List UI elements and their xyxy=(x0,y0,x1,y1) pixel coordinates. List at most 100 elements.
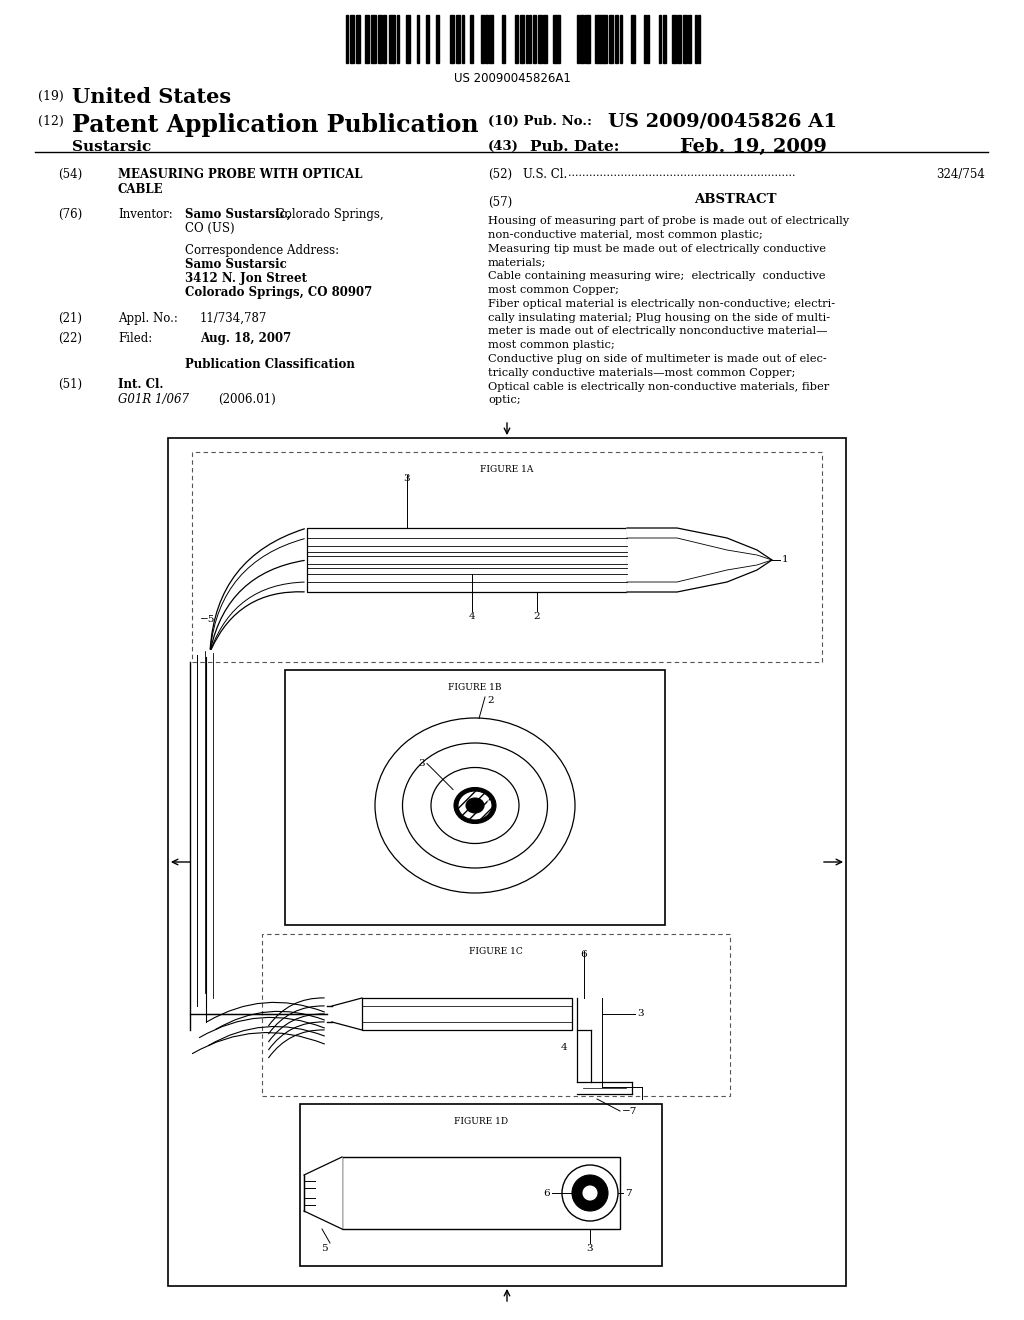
Text: cally insulating material; Plug housing on the side of multi-: cally insulating material; Plug housing … xyxy=(488,313,830,322)
Bar xyxy=(307,528,627,591)
Bar xyxy=(664,15,666,63)
Text: .................................................................: ........................................… xyxy=(568,168,796,178)
Text: 11/734,787: 11/734,787 xyxy=(200,312,267,325)
Text: 324/754: 324/754 xyxy=(936,168,985,181)
Bar xyxy=(532,15,537,63)
Bar xyxy=(481,15,484,63)
Bar xyxy=(673,15,676,63)
Text: 4: 4 xyxy=(469,612,475,620)
Text: Feb. 19, 2009: Feb. 19, 2009 xyxy=(680,139,826,156)
FancyArrowPatch shape xyxy=(268,1022,325,1049)
Bar xyxy=(193,451,822,663)
Text: 7: 7 xyxy=(625,1188,632,1197)
Text: CO (US): CO (US) xyxy=(185,222,234,235)
Bar xyxy=(698,15,700,63)
Text: (19): (19) xyxy=(38,90,63,103)
Text: 3: 3 xyxy=(587,1243,593,1253)
Text: optic;: optic; xyxy=(488,396,520,405)
Text: most common Copper;: most common Copper; xyxy=(488,285,618,294)
Bar xyxy=(389,15,392,63)
Text: Housing of measuring part of probe is made out of electrically: Housing of measuring part of probe is ma… xyxy=(488,216,849,226)
Text: Pub. Date:: Pub. Date: xyxy=(530,140,620,154)
Text: trically conductive materials—most common Copper;: trically conductive materials—most commo… xyxy=(488,368,796,378)
FancyArrowPatch shape xyxy=(210,539,304,649)
Bar xyxy=(372,15,376,63)
Bar xyxy=(470,15,473,63)
Ellipse shape xyxy=(458,791,492,820)
Bar xyxy=(683,15,687,63)
Bar xyxy=(529,15,531,63)
Bar xyxy=(553,15,556,63)
Bar xyxy=(417,15,420,63)
Text: US 2009/0045826 A1: US 2009/0045826 A1 xyxy=(608,114,838,131)
Bar xyxy=(485,15,487,63)
Bar xyxy=(450,15,454,63)
Text: G01R 1/067: G01R 1/067 xyxy=(118,393,189,407)
Bar xyxy=(520,15,524,63)
Text: (54): (54) xyxy=(58,168,82,181)
Text: 1: 1 xyxy=(782,556,788,565)
Text: (52): (52) xyxy=(488,168,512,181)
FancyArrowPatch shape xyxy=(268,1030,325,1057)
Bar xyxy=(614,15,617,63)
Text: FIGURE 1C: FIGURE 1C xyxy=(469,946,523,956)
FancyArrowPatch shape xyxy=(208,1002,325,1022)
Text: Measuring tip must be made out of electrically conductive: Measuring tip must be made out of electr… xyxy=(488,244,826,253)
Bar xyxy=(620,15,623,63)
Text: Publication Classification: Publication Classification xyxy=(185,358,355,371)
FancyArrowPatch shape xyxy=(211,561,304,649)
Text: (12): (12) xyxy=(38,115,63,128)
Ellipse shape xyxy=(466,799,484,813)
Text: Filed:: Filed: xyxy=(118,333,153,345)
Bar xyxy=(378,15,382,63)
Text: 6: 6 xyxy=(581,950,588,960)
FancyArrowPatch shape xyxy=(268,1014,325,1041)
Bar xyxy=(342,1158,620,1229)
Bar xyxy=(397,15,398,63)
Text: −5: −5 xyxy=(200,615,215,624)
Text: non-conductive material, most common plastic;: non-conductive material, most common pla… xyxy=(488,230,763,240)
Bar xyxy=(426,15,428,63)
Text: (21): (21) xyxy=(58,312,82,325)
FancyArrowPatch shape xyxy=(211,591,304,649)
Bar xyxy=(285,671,665,925)
Bar xyxy=(578,15,580,63)
Text: Appl. No.:: Appl. No.: xyxy=(118,312,178,325)
Bar xyxy=(262,935,730,1096)
Polygon shape xyxy=(627,528,772,591)
Text: 3412 N. Jon Street: 3412 N. Jon Street xyxy=(185,272,307,285)
Text: Int. Cl.: Int. Cl. xyxy=(118,378,164,391)
Bar xyxy=(647,15,648,63)
Text: Colorado Springs,: Colorado Springs, xyxy=(272,209,384,220)
Bar xyxy=(695,15,697,63)
Text: FIGURE 1B: FIGURE 1B xyxy=(449,682,502,692)
Text: Sustarsic: Sustarsic xyxy=(72,140,152,154)
Bar xyxy=(407,15,411,63)
Text: (76): (76) xyxy=(58,209,82,220)
Bar xyxy=(362,998,572,1030)
Bar xyxy=(356,15,360,63)
Polygon shape xyxy=(304,1158,342,1229)
Text: (22): (22) xyxy=(58,333,82,345)
Bar xyxy=(595,15,600,63)
FancyArrowPatch shape xyxy=(210,529,304,649)
Text: (2006.01): (2006.01) xyxy=(218,393,275,407)
Bar xyxy=(462,15,464,63)
Bar xyxy=(677,15,681,63)
Text: Conductive plug on side of multimeter is made out of elec-: Conductive plug on side of multimeter is… xyxy=(488,354,826,364)
Bar xyxy=(514,15,518,63)
Text: Optical cable is electrically non-conductive materials, fiber: Optical cable is electrically non-conduc… xyxy=(488,381,829,392)
Text: FIGURE 1D: FIGURE 1D xyxy=(454,1117,508,1126)
Bar xyxy=(436,15,439,63)
Bar xyxy=(525,15,528,63)
Text: MEASURING PROBE WITH OPTICAL: MEASURING PROBE WITH OPTICAL xyxy=(118,168,362,181)
Text: (10) Pub. No.:: (10) Pub. No.: xyxy=(488,115,592,128)
Bar xyxy=(644,15,646,63)
Text: (57): (57) xyxy=(488,195,512,209)
FancyArrowPatch shape xyxy=(200,1018,325,1038)
Text: 6: 6 xyxy=(544,1188,550,1197)
Bar xyxy=(503,15,505,63)
Bar xyxy=(457,15,460,63)
FancyArrowPatch shape xyxy=(215,1011,325,1030)
Text: Aug. 18, 2007: Aug. 18, 2007 xyxy=(200,333,291,345)
